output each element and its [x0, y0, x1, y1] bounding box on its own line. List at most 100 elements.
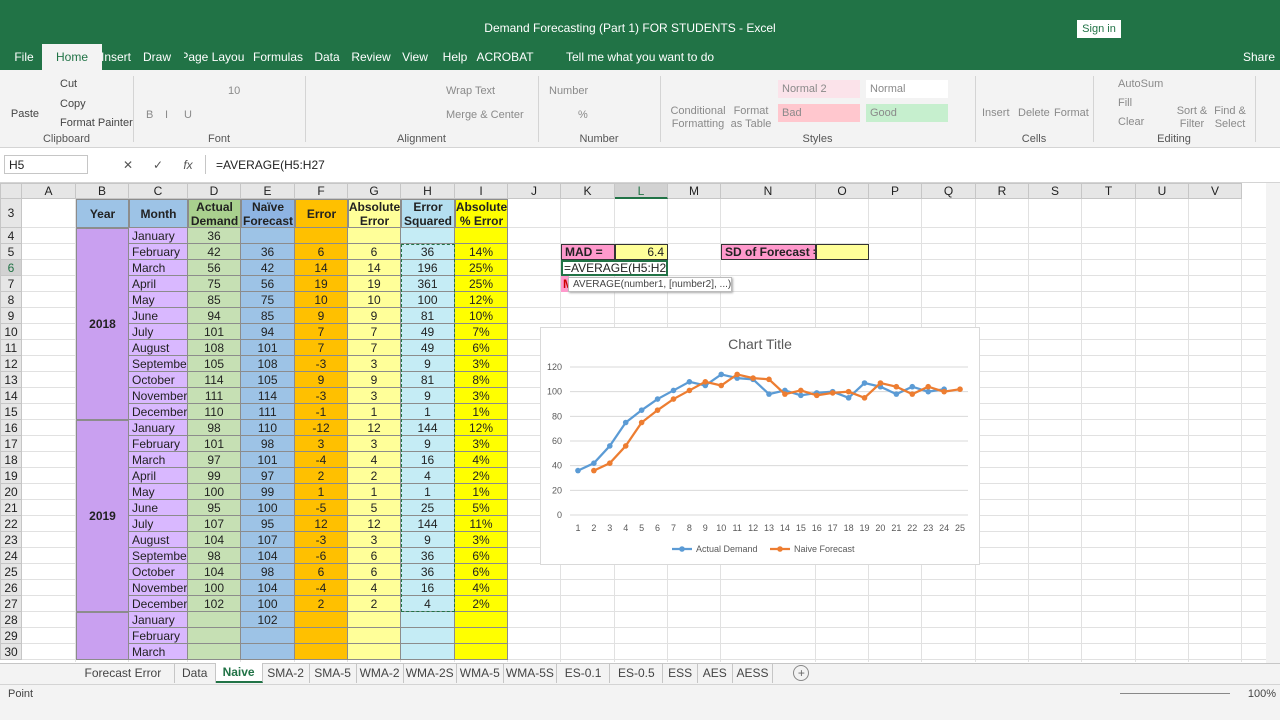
zoom-level[interactable]: 100% [1247, 688, 1276, 700]
ribbon-button[interactable]: Wrap Text [446, 85, 496, 97]
data-point [798, 387, 804, 394]
ribbon-button[interactable]: Merge & Center [446, 109, 524, 121]
ribbon-button[interactable]: Bad [778, 104, 860, 122]
table-cell: 100 [241, 596, 295, 612]
table-cell: 19 [348, 276, 401, 292]
editing-cell[interactable]: =AVERAGE(H5:H27 [561, 260, 668, 276]
ribbon-button[interactable]: Format Painter [60, 117, 133, 129]
sheet-tab[interactable]: Forecast Error [72, 663, 175, 683]
sheet-tab[interactable]: Naive [215, 663, 263, 683]
sheet-tab[interactable]: WMA-2 [357, 663, 404, 683]
sheet-tab[interactable]: WMA-5 [457, 663, 504, 683]
ribbon-button[interactable]: Normal [866, 80, 948, 98]
table-cell: 2% [455, 596, 508, 612]
grid-row-line [22, 307, 1266, 308]
table-header: Absolute % Error [455, 199, 508, 228]
grid-row-line [22, 595, 1266, 596]
ribbon-tab[interactable]: File [14, 50, 34, 64]
row-header: 16 [0, 420, 22, 436]
ribbon-button[interactable]: 10 [228, 85, 241, 97]
table-cell: 12% [455, 420, 508, 436]
data-point [670, 387, 677, 394]
table-cell: 107 [241, 532, 295, 548]
ribbon-separator [660, 76, 661, 142]
table-cell [455, 628, 508, 644]
row-header: 3 [0, 199, 22, 228]
ribbon-button[interactable]: Cut [60, 78, 78, 90]
ribbon-tab[interactable]: Home [42, 44, 102, 70]
ribbon-tab[interactable]: Formulas [252, 50, 303, 64]
table-cell: 6% [455, 564, 508, 580]
ribbon-button[interactable]: % [578, 109, 588, 121]
sheet-tab[interactable]: WMA-5S [504, 663, 557, 683]
ribbon-tab[interactable]: View [402, 50, 428, 64]
ribbon-button[interactable]: Fill [1118, 97, 1133, 109]
sheet-tab[interactable]: SMA-5 [310, 663, 357, 683]
table-cell: November [129, 388, 188, 404]
ribbon-button[interactable]: Sort & Filter [1176, 105, 1208, 130]
sheet-tab[interactable]: WMA-2S [404, 663, 457, 683]
ribbon-tab[interactable]: Review [351, 50, 391, 64]
table-cell: 42 [188, 244, 241, 260]
ribbon-button[interactable]: Number [549, 85, 589, 97]
ribbon-button[interactable]: Copy [60, 98, 86, 110]
name-box[interactable]: H5 [4, 155, 88, 174]
column-header: J [508, 183, 561, 199]
table-cell: -3 [295, 532, 348, 548]
table-cell: 2 [295, 596, 348, 612]
table-cell: 100 [241, 500, 295, 516]
x-tick-label: 7 [671, 523, 676, 533]
ribbon-button[interactable]: Clear [1118, 116, 1145, 128]
status-bar [0, 684, 1280, 720]
ribbon-tab[interactable]: ACROBAT [476, 50, 534, 64]
sheet-tab[interactable]: ES-0.5 [610, 663, 664, 683]
table-cell [188, 612, 241, 628]
data-point [877, 380, 884, 386]
ribbon-separator [1093, 76, 1094, 142]
ribbon-tab[interactable]: Help [442, 50, 468, 64]
data-point [622, 443, 629, 449]
ribbon-tab[interactable]: Data [314, 50, 340, 64]
column-header: N [721, 183, 816, 199]
table-cell: 10 [348, 292, 401, 308]
table-cell: 2 [348, 596, 401, 612]
table-cell [455, 612, 508, 628]
formula-input[interactable]: =AVERAGE(H5:H27 [205, 155, 1275, 174]
ribbon-button[interactable]: B [146, 109, 154, 121]
ribbon-button[interactable]: Paste [10, 107, 40, 120]
ribbon-tab[interactable]: Draw [142, 50, 171, 64]
ribbon-button[interactable]: Insert [982, 107, 1010, 119]
fx-icon[interactable]: fx [183, 157, 193, 172]
data-point [686, 379, 693, 385]
ribbon-tab[interactable]: Insert [100, 50, 131, 64]
row-header: 11 [0, 340, 22, 356]
sheet-tab[interactable]: ES-0.1 [557, 663, 611, 683]
quick-access [12, 20, 112, 40]
table-cell: 10 [295, 292, 348, 308]
sheet-tab[interactable]: Data [175, 663, 216, 683]
ribbon-button[interactable]: Format [1054, 107, 1089, 119]
sheet-tab[interactable]: ESS [663, 663, 698, 683]
add-sheet[interactable]: + [793, 665, 810, 681]
ribbon-tab[interactable]: Page Layout [184, 50, 244, 64]
sign-in-button[interactable]: Sign in [1077, 20, 1121, 38]
ribbon-button[interactable]: Delete [1018, 107, 1050, 119]
data-point [718, 371, 725, 378]
tell-me[interactable]: Tell me what you want to do [566, 50, 715, 64]
sheet-tab[interactable]: AESS [733, 663, 774, 683]
ribbon-button[interactable]: I [165, 109, 169, 121]
row-header: 7 [0, 276, 22, 292]
sheet-tab[interactable]: AES [698, 663, 733, 683]
ribbon-button[interactable]: AutoSum [1118, 78, 1164, 90]
ribbon-button[interactable]: Find & Select [1214, 105, 1246, 130]
ribbon-button[interactable]: Good [866, 104, 948, 122]
sheet-tab[interactable]: SMA-2 [263, 663, 310, 683]
ribbon-button[interactable]: Conditional Formatting [670, 105, 726, 130]
ribbon-button[interactable]: Normal 2 [778, 80, 860, 98]
column-header: G [348, 183, 401, 199]
share-button[interactable]: Share [1242, 50, 1275, 64]
table-cell: 12% [455, 292, 508, 308]
ribbon-button[interactable]: Format as Table [730, 105, 772, 130]
ribbon-button[interactable]: U [184, 109, 192, 121]
